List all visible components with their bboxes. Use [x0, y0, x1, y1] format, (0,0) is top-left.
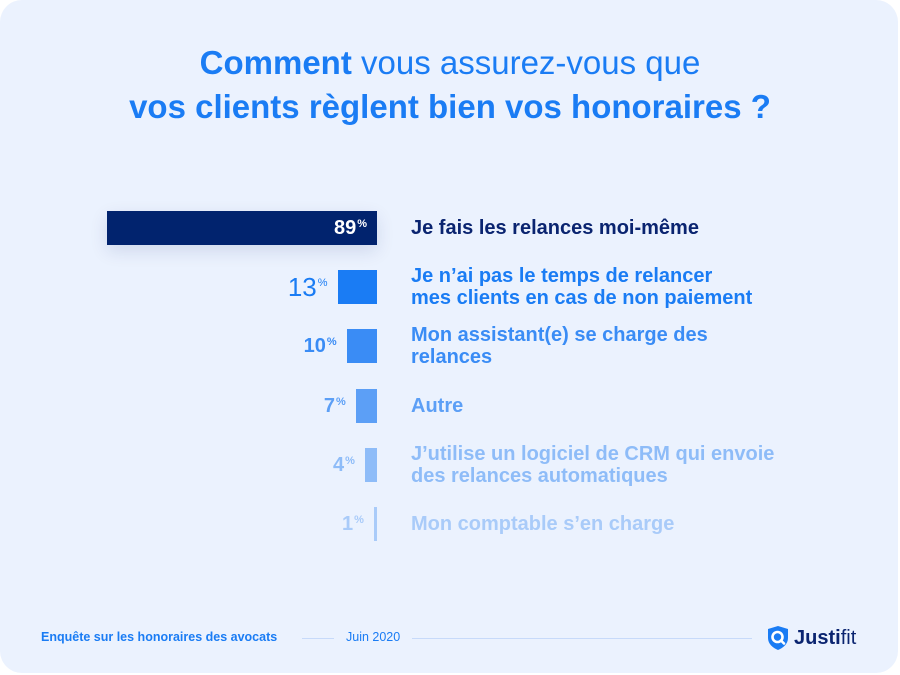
- brand-bold: Justi: [794, 626, 841, 649]
- survey-name: Enquête sur les honoraires des avocats: [41, 630, 278, 644]
- bar: [355, 389, 377, 423]
- survey-date: Juin 2020: [346, 630, 401, 644]
- bar: [107, 211, 377, 245]
- category-label: Mon assistant(e) se charge des relances: [411, 324, 708, 368]
- data-label: 13%: [287, 272, 328, 302]
- title-bold: Comment: [199, 44, 352, 81]
- footer-divider: [302, 638, 334, 639]
- bar: [337, 270, 377, 304]
- category-label: Je fais les relances moi-même: [411, 217, 699, 239]
- title-line-2: vos clients règlent bien vos honoraires …: [129, 88, 771, 125]
- category-label: Je n’ai pas le temps de relancer mes clie…: [411, 265, 753, 309]
- brand-name: Justifit: [794, 627, 856, 650]
- bar: [373, 507, 377, 541]
- title-line-1: Comment vous assurez-vous que: [0, 40, 900, 85]
- brand-light: fit: [840, 626, 857, 649]
- bar: [346, 329, 377, 363]
- title-rest: vous assurez-vous que: [351, 44, 701, 81]
- data-label: 10%: [303, 335, 337, 357]
- shield-search-icon: [768, 626, 788, 650]
- category-label: Autre: [411, 395, 464, 417]
- category-label: J’utilise un logiciel de CRM qui envoie d…: [411, 443, 775, 487]
- bar: [364, 448, 377, 482]
- justifit-logo: Justifit: [766, 625, 856, 651]
- data-label: 4%: [332, 454, 355, 476]
- category-label: Mon comptable s’en charge: [411, 513, 675, 535]
- footer-divider: [412, 638, 752, 639]
- data-label: 89%: [333, 217, 367, 239]
- data-label: 7%: [323, 395, 346, 417]
- data-label: 1%: [342, 513, 364, 535]
